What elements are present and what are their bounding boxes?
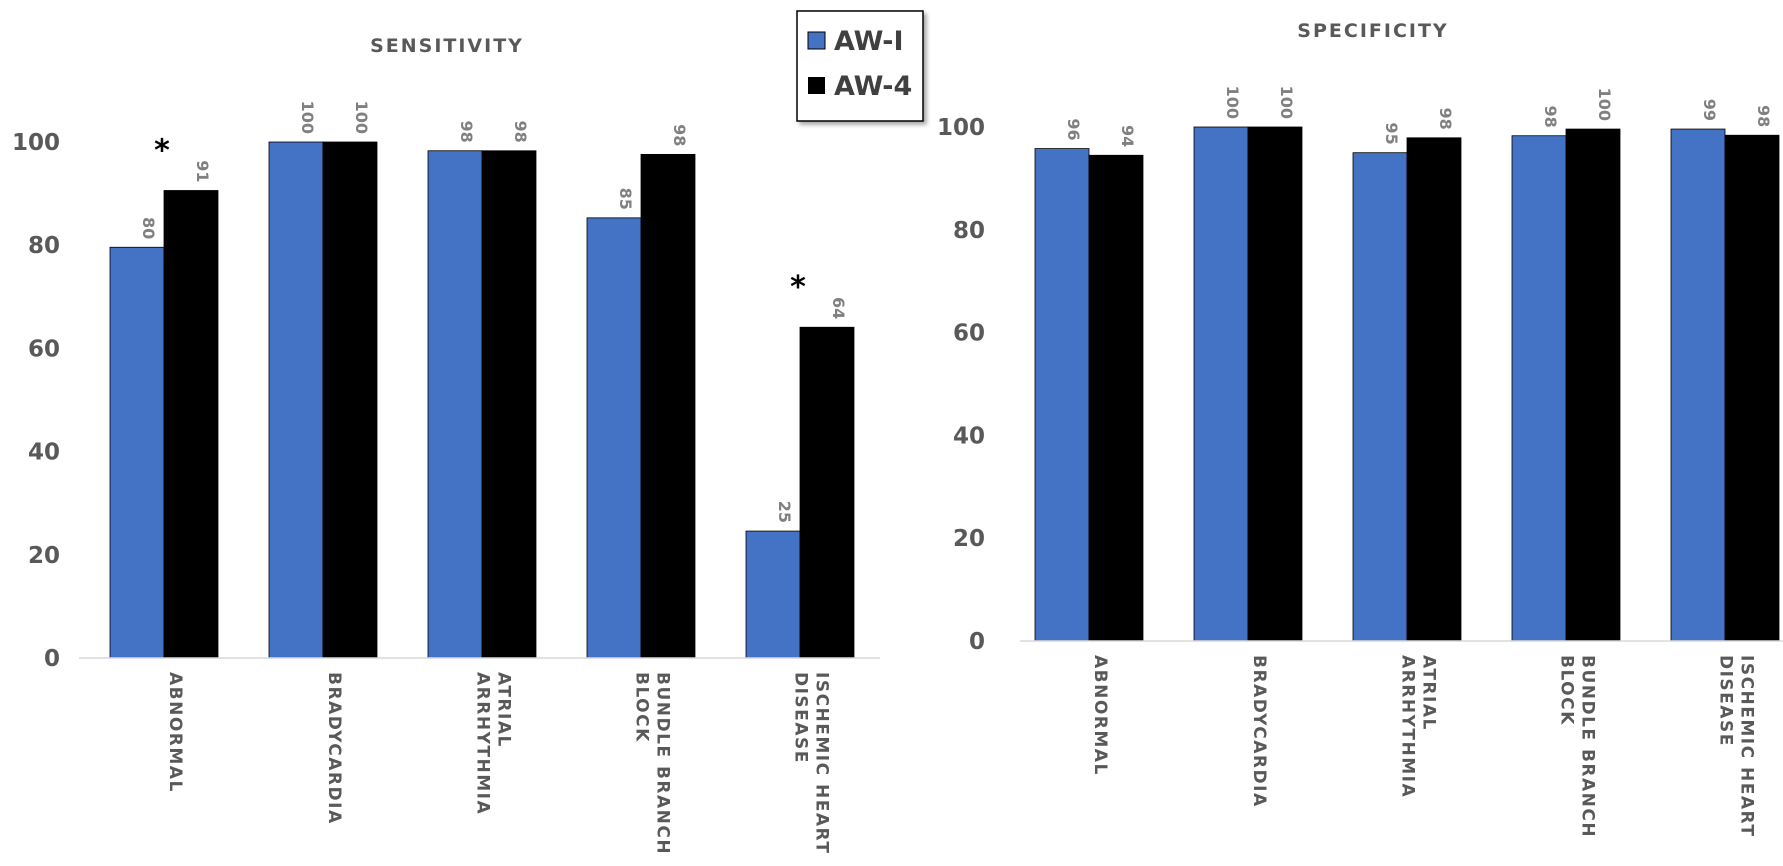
bar-aw-4-bradycardia (322, 141, 378, 659)
data-label: 100 (352, 101, 371, 134)
y-tick-label: 80 (28, 233, 60, 259)
y-tick-label: 40 (28, 440, 60, 466)
y-tick-label: 100 (937, 115, 985, 141)
data-label: 96 (1064, 118, 1083, 140)
bar-aw-i-atrial-arrhythmia (427, 150, 483, 659)
category-label: ATRIAL (494, 672, 514, 748)
chart-title: SENSITIVITY (370, 35, 524, 57)
category-label: BRADYCARDIA (324, 672, 344, 825)
data-label: 98 (457, 121, 476, 143)
data-label: 100 (1595, 88, 1614, 121)
y-tick-label: 20 (953, 526, 985, 552)
data-label: 100 (1277, 86, 1296, 119)
legend-swatch-aw-4 (808, 77, 825, 94)
bar-aw-4-abnormal (1088, 154, 1144, 642)
category-label: ATRIAL (1419, 655, 1439, 731)
data-label: 95 (1382, 122, 1401, 144)
category-label: BRADYCARDIA (1249, 655, 1269, 808)
bar-aw-i-abnormal (1034, 148, 1090, 642)
bar-aw-4-ischemic-heart-disease (799, 326, 855, 659)
specificity-chart: SPECIFICITY 0 20 40 60 80 100 96 94 ABNORMAL 100 10… (937, 20, 1783, 838)
bar-aw-4-bundle-branch-block (1565, 128, 1621, 642)
legend-swatch-aw-1 (807, 31, 826, 50)
data-label: 94 (1118, 125, 1137, 147)
data-label: 98 (1754, 105, 1773, 127)
category-label: BLOCK (632, 672, 652, 743)
data-label: 64 (829, 297, 848, 319)
legend-box (796, 10, 924, 122)
y-tick-label: 20 (28, 543, 60, 569)
sensitivity-chart: SENSITIVITY 0 20 40 60 80 100 80 91 * ABNORMAL 100 1… (12, 35, 880, 855)
bar-aw-i-atrial-arrhythmia (1352, 152, 1408, 642)
legend-label-aw-4: AW-4 (834, 71, 912, 102)
legend: AW-I AW-4 (796, 10, 924, 122)
bar-aw-i-abnormal (109, 246, 165, 659)
data-label: 100 (1223, 86, 1242, 119)
category-label: ARRHYTHMIA (1398, 655, 1418, 798)
significance-marker: * (790, 270, 806, 305)
data-label: 98 (511, 121, 530, 143)
chart-title: SPECIFICITY (1297, 20, 1448, 42)
bar-aw-i-bradycardia (268, 141, 324, 659)
bar-aw-i-bundle-branch-block (1511, 135, 1567, 642)
data-label: 25 (775, 501, 794, 523)
data-label: 100 (298, 101, 317, 134)
bar-aw-4-bundle-branch-block (640, 153, 696, 659)
legend-label-aw-1: AW-I (834, 26, 904, 57)
data-label: 98 (1436, 108, 1455, 130)
category-label: BLOCK (1557, 655, 1577, 726)
bar-aw-4-ischemic-heart-disease (1724, 134, 1780, 642)
y-tick-label: 80 (953, 218, 985, 244)
category-label: ISCHEMIC HEART (1737, 655, 1757, 837)
y-tick-label: 100 (12, 130, 60, 156)
data-label: 99 (1700, 99, 1719, 121)
category-label: BUNDLE BRANCH (1578, 655, 1598, 838)
category-label: DISEASE (791, 672, 811, 764)
significance-marker: * (154, 134, 170, 169)
category-label: ABNORMAL (165, 672, 185, 793)
y-tick-label: 0 (969, 629, 985, 655)
y-tick-label: 60 (953, 321, 985, 347)
category-label: ISCHEMIC HEART (812, 672, 832, 854)
category-label: BUNDLE BRANCH (653, 672, 673, 855)
data-label: 80 (139, 217, 158, 239)
data-label: 98 (670, 124, 689, 146)
bar-aw-4-bradycardia (1247, 126, 1303, 642)
bar-aw-i-ischemic-heart-disease (745, 530, 801, 659)
category-label: DISEASE (1716, 655, 1736, 747)
y-tick-label: 60 (28, 336, 60, 362)
category-label: ABNORMAL (1090, 655, 1110, 776)
category-label: ARRHYTHMIA (473, 672, 493, 815)
bar-aw-i-bradycardia (1193, 126, 1249, 642)
data-label: 91 (193, 160, 212, 182)
bar-aw-i-ischemic-heart-disease (1670, 128, 1726, 642)
data-label: 98 (1541, 105, 1560, 127)
bar-aw-4-abnormal (163, 190, 219, 659)
data-label: 85 (616, 188, 635, 210)
y-tick-label: 0 (44, 646, 60, 672)
bar-aw-i-bundle-branch-block (586, 217, 642, 659)
bar-aw-4-atrial-arrhythmia (481, 150, 537, 659)
bar-aw-4-atrial-arrhythmia (1406, 137, 1462, 642)
y-tick-label: 40 (953, 423, 985, 449)
